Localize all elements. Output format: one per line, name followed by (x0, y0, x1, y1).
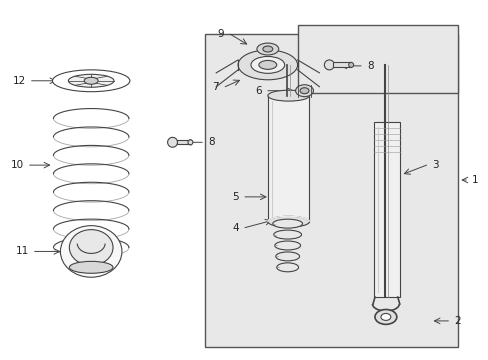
Text: 1: 1 (471, 175, 478, 185)
Text: 2: 2 (453, 316, 460, 326)
Ellipse shape (69, 230, 113, 265)
Ellipse shape (275, 252, 299, 261)
Ellipse shape (273, 230, 301, 239)
Text: 7: 7 (212, 82, 219, 92)
Ellipse shape (84, 77, 98, 84)
Ellipse shape (256, 43, 278, 55)
Ellipse shape (167, 137, 177, 147)
Bar (297, 25, 457, 93)
Text: 10: 10 (11, 160, 24, 170)
Text: 8: 8 (208, 137, 214, 147)
Text: 6: 6 (255, 86, 262, 96)
Text: 5: 5 (232, 192, 239, 202)
Ellipse shape (348, 62, 353, 67)
Bar (333, 62, 350, 67)
Ellipse shape (300, 88, 308, 94)
Ellipse shape (380, 314, 390, 320)
Bar (373, 122, 399, 297)
Ellipse shape (267, 90, 309, 101)
Bar (267, 96, 309, 222)
Text: 11: 11 (16, 247, 29, 256)
Ellipse shape (272, 219, 302, 228)
Ellipse shape (61, 226, 122, 277)
Ellipse shape (69, 261, 113, 273)
Text: 9: 9 (217, 29, 224, 39)
Text: 12: 12 (12, 76, 26, 86)
Ellipse shape (187, 140, 192, 145)
Ellipse shape (250, 57, 284, 73)
Ellipse shape (324, 60, 334, 70)
Ellipse shape (258, 60, 276, 69)
Ellipse shape (68, 74, 114, 87)
Ellipse shape (263, 46, 272, 52)
Text: 8: 8 (366, 61, 373, 71)
Ellipse shape (295, 85, 313, 96)
Text: 4: 4 (232, 222, 239, 233)
Ellipse shape (238, 50, 297, 80)
Bar (205, 34, 457, 347)
Bar (176, 140, 190, 144)
Ellipse shape (52, 70, 130, 92)
Ellipse shape (267, 216, 309, 227)
Text: 3: 3 (432, 160, 438, 170)
Ellipse shape (274, 241, 300, 250)
Ellipse shape (276, 263, 298, 272)
Ellipse shape (374, 310, 396, 324)
